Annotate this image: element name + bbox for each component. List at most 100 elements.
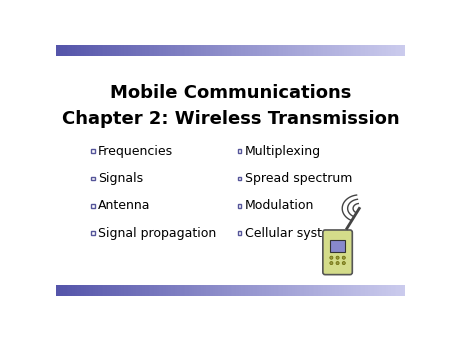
Bar: [314, 285, 316, 296]
Bar: [400, 285, 401, 296]
Bar: [63, 45, 65, 56]
Bar: [116, 285, 117, 296]
Bar: [257, 285, 258, 296]
Bar: [248, 285, 250, 296]
Bar: [105, 45, 107, 56]
Bar: [168, 285, 170, 296]
Bar: [58, 285, 60, 296]
Bar: [274, 285, 276, 296]
Bar: [236, 45, 238, 56]
Bar: [246, 285, 248, 296]
Bar: [271, 45, 273, 56]
Bar: [217, 285, 218, 296]
Bar: [82, 285, 84, 296]
Bar: [162, 45, 164, 56]
Bar: [384, 45, 386, 56]
Bar: [255, 285, 257, 296]
Bar: [62, 45, 63, 56]
Bar: [381, 285, 382, 296]
Bar: [162, 285, 164, 296]
Bar: [152, 285, 154, 296]
Bar: [217, 45, 218, 56]
Bar: [245, 45, 246, 56]
Bar: [220, 285, 222, 296]
Bar: [227, 45, 229, 56]
Bar: [88, 285, 90, 296]
Bar: [117, 45, 119, 56]
Bar: [311, 45, 313, 56]
Bar: [159, 45, 161, 56]
Bar: [396, 45, 398, 56]
Text: Frequencies: Frequencies: [98, 145, 173, 158]
Bar: [128, 45, 130, 56]
Bar: [246, 45, 248, 56]
Bar: [361, 45, 363, 56]
Bar: [112, 45, 114, 56]
Bar: [341, 45, 342, 56]
Text: Antenna: Antenna: [98, 199, 151, 212]
Bar: [196, 45, 198, 56]
Bar: [184, 285, 185, 296]
Bar: [333, 45, 335, 56]
FancyBboxPatch shape: [323, 230, 352, 275]
Bar: [278, 45, 279, 56]
Bar: [293, 45, 295, 56]
Bar: [355, 285, 356, 296]
Bar: [121, 45, 122, 56]
Bar: [130, 285, 131, 296]
Bar: [306, 285, 307, 296]
Bar: [273, 45, 274, 56]
Bar: [180, 45, 182, 56]
Text: Modulation: Modulation: [245, 199, 314, 212]
Bar: [333, 285, 335, 296]
Bar: [74, 45, 76, 56]
Bar: [330, 45, 332, 56]
Bar: [309, 45, 311, 56]
Bar: [112, 285, 114, 296]
Bar: [93, 45, 94, 56]
Bar: [145, 285, 147, 296]
Bar: [166, 45, 168, 56]
Bar: [91, 149, 95, 153]
Bar: [204, 45, 206, 56]
Text: Chapter 2: Wireless Transmission: Chapter 2: Wireless Transmission: [62, 110, 400, 128]
Bar: [283, 45, 285, 56]
Bar: [154, 45, 156, 56]
Bar: [297, 45, 299, 56]
Bar: [238, 149, 242, 153]
Bar: [122, 45, 124, 56]
Bar: [67, 285, 68, 296]
Bar: [138, 45, 140, 56]
Bar: [316, 45, 318, 56]
Bar: [138, 285, 140, 296]
Bar: [90, 45, 91, 56]
Bar: [68, 285, 70, 296]
Bar: [250, 45, 252, 56]
Bar: [182, 285, 184, 296]
Bar: [98, 285, 100, 296]
Bar: [283, 285, 285, 296]
Bar: [395, 285, 396, 296]
Bar: [365, 285, 367, 296]
Bar: [119, 45, 121, 56]
Bar: [189, 45, 190, 56]
Bar: [301, 45, 302, 56]
Bar: [238, 231, 242, 235]
Text: Spread spectrum: Spread spectrum: [245, 172, 352, 185]
Bar: [133, 45, 135, 56]
Bar: [243, 285, 245, 296]
Text: Signals: Signals: [98, 172, 143, 185]
Bar: [105, 285, 107, 296]
Bar: [190, 45, 192, 56]
Bar: [199, 45, 201, 56]
Bar: [102, 45, 104, 56]
Bar: [70, 285, 72, 296]
Bar: [98, 45, 100, 56]
Bar: [267, 285, 269, 296]
Bar: [212, 285, 213, 296]
Bar: [363, 45, 365, 56]
Bar: [227, 285, 229, 296]
Bar: [156, 45, 158, 56]
Bar: [285, 45, 286, 56]
Bar: [361, 285, 363, 296]
